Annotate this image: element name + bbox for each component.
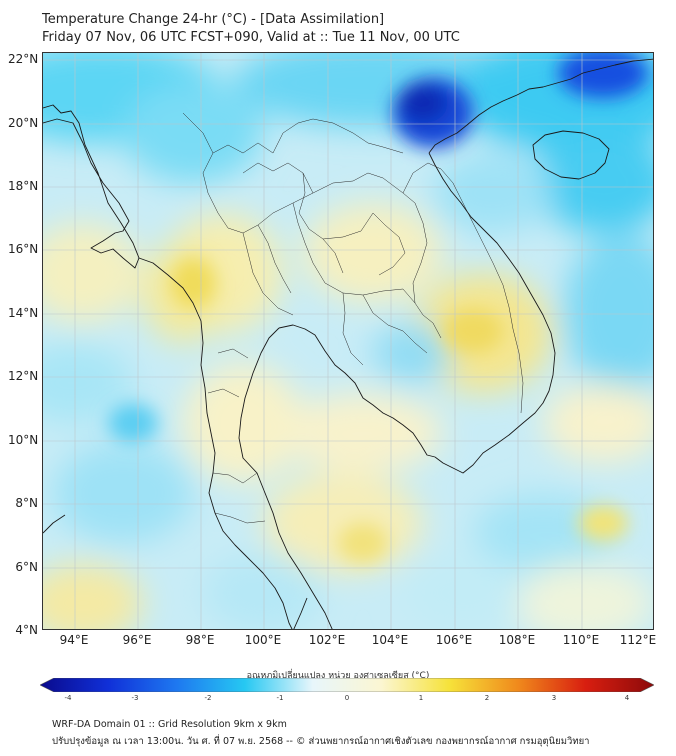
colorbar (40, 678, 654, 692)
map-panel (42, 52, 654, 630)
lat-label-22: 22°N (8, 52, 39, 66)
map-title: Temperature Change 24-hr (°C) - [Data As… (42, 12, 385, 27)
colorbar-tick: -3 (131, 694, 139, 702)
lon-label-108: 108°E (498, 633, 536, 647)
temperature-change-map (43, 53, 653, 629)
colorbar-tick: -4 (64, 694, 72, 702)
lon-label-106: 106°E (435, 633, 473, 647)
lat-label-20: 20°N (8, 116, 39, 130)
colorbar-tick: 0 (344, 694, 350, 702)
update-credit: ปรับปรุงข้อมูล ณ เวลา 13:00น. วัน ศ. ที่… (52, 736, 590, 747)
lon-label-98: 98°E (185, 633, 215, 647)
colorbar-tick: 2 (484, 694, 490, 702)
colorbar-tick: 4 (624, 694, 630, 702)
lat-label-8: 8°N (15, 496, 38, 510)
lat-label-10: 10°N (8, 433, 39, 447)
colorbar-tick: 1 (418, 694, 424, 702)
lat-label-4: 4°N (15, 623, 38, 637)
lon-label-100: 100°E (244, 633, 282, 647)
colorbar-tick: -1 (276, 694, 284, 702)
lon-label-104: 104°E (371, 633, 409, 647)
lat-label-16: 16°N (8, 242, 39, 256)
lat-label-18: 18°N (8, 179, 39, 193)
colorbar-gradient (40, 678, 654, 692)
lat-label-14: 14°N (8, 306, 39, 320)
lat-label-12: 12°N (8, 369, 39, 383)
graticule (43, 53, 653, 629)
lon-label-96: 96°E (122, 633, 152, 647)
lon-label-102: 102°E (308, 633, 346, 647)
lon-label-112: 112°E (619, 633, 657, 647)
colorbar-tick: -2 (204, 694, 212, 702)
province-borders (182, 112, 524, 524)
map-subtitle: Friday 07 Nov, 06 UTC FCST+090, Valid at… (42, 30, 460, 45)
lon-label-110: 110°E (562, 633, 600, 647)
colorbar-tick: 3 (551, 694, 557, 702)
lat-label-6: 6°N (15, 560, 38, 574)
lon-label-94: 94°E (59, 633, 89, 647)
colorbar-title: อุณหภูมิเปลี่ยนแปลง หน่วย องศาเซลเซียส (… (246, 671, 430, 681)
model-info: WRF-DA Domain 01 :: Grid Resolution 9km … (52, 719, 287, 730)
temperature-field-cores (108, 53, 648, 563)
